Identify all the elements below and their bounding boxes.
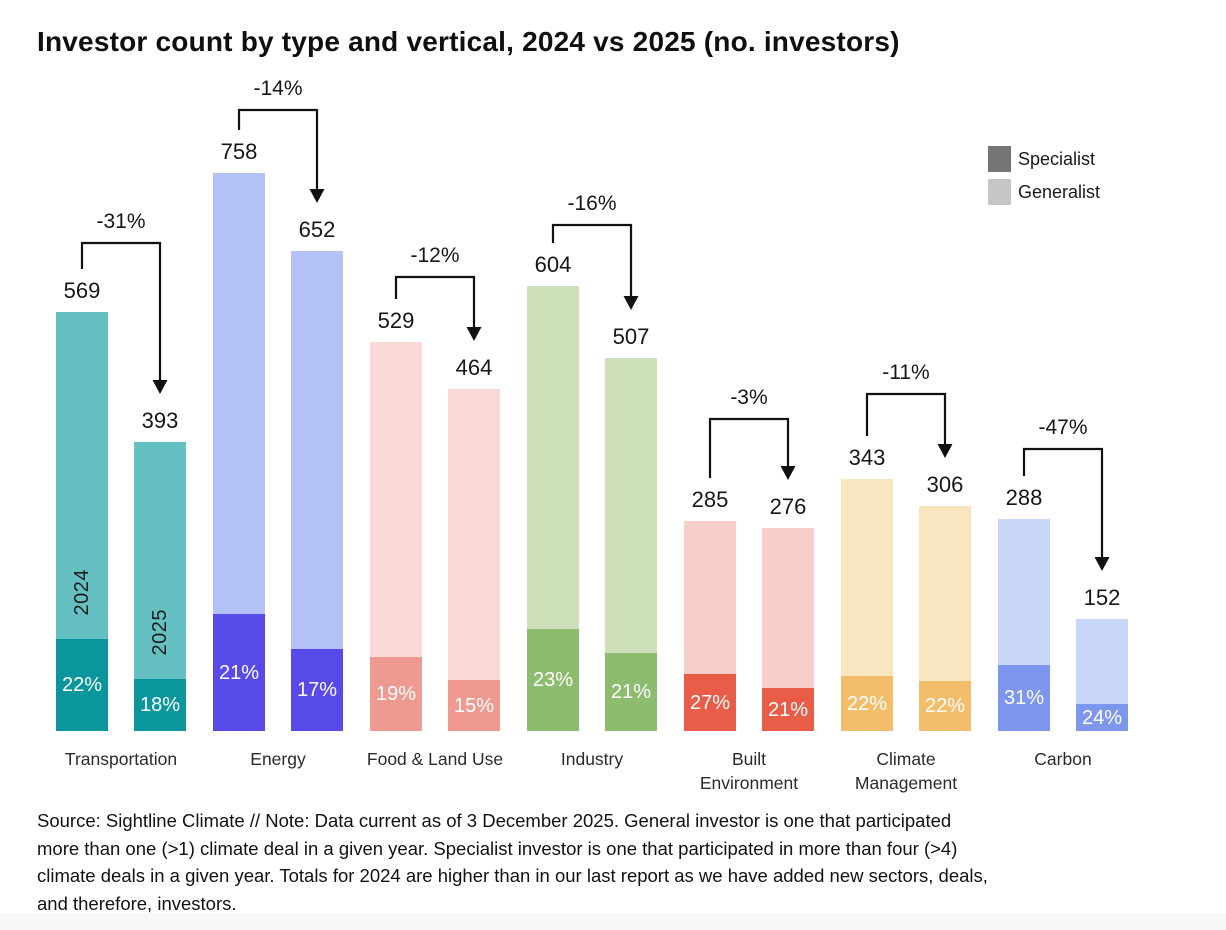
total-label-carbon-2025: 152 <box>1083 585 1121 610</box>
change-label-energy: -14% <box>253 77 303 100</box>
change-label-carbon: -47% <box>1038 416 1088 439</box>
total-label-food-land-use-2024: 529 <box>377 308 415 333</box>
bar-segment-specialist: 22% <box>841 676 893 731</box>
specialist-share-label: 22% <box>924 695 966 717</box>
bar-segment-specialist: 21% <box>605 653 657 731</box>
bar-food-land-use-2024: 19% <box>370 342 422 731</box>
source-note-line: climate deals in a given year. Totals fo… <box>37 865 988 886</box>
category-label-transportation: Transportation <box>64 749 178 769</box>
total-label-food-land-use-2025: 464 <box>455 355 493 380</box>
source-note-line: and therefore, investors. <box>37 892 237 914</box>
category-label-energy: Energy <box>250 749 306 769</box>
bar-carbon-2025: 24% <box>1076 619 1128 731</box>
legend: Specialist Generalist <box>988 146 1100 212</box>
bar-segment-specialist: 15% <box>448 680 500 731</box>
change-label-built-environment: -3% <box>730 386 768 409</box>
bar-climate-management-2024: 22% <box>841 479 893 731</box>
bar-carbon-2024: 31% <box>998 519 1050 731</box>
total-label-energy-2024: 758 <box>220 139 258 164</box>
bar-transportation-2024: 22% <box>56 312 108 731</box>
bar-industry-2024: 23% <box>527 286 579 731</box>
bar-industry-2025: 21% <box>605 358 657 731</box>
specialist-share-label: 15% <box>453 694 495 717</box>
change-arrow-head <box>309 189 325 203</box>
specialist-share-label: 17% <box>296 679 338 701</box>
total-label-transportation-2025: 393 <box>141 408 179 433</box>
category-label-carbon: Carbon <box>1034 749 1092 769</box>
bar-food-land-use-2025: 15% <box>448 389 500 731</box>
total-label-built-environment-2025: 276 <box>769 494 807 519</box>
specialist-share-label: 23% <box>532 669 574 691</box>
bar-built-environment-2025: 21% <box>762 528 814 731</box>
legend-swatch-specialist <box>988 146 1011 172</box>
total-label-industry-2025: 507 <box>612 324 650 349</box>
change-arrow-head <box>1094 557 1110 571</box>
total-label-energy-2025: 652 <box>298 217 336 242</box>
bar-transportation-2025: 18% <box>134 442 186 731</box>
specialist-share-label: 21% <box>610 681 652 703</box>
legend-label-specialist: Specialist <box>1018 148 1096 169</box>
bar-segment-specialist: 22% <box>56 639 108 731</box>
specialist-share-label: 19% <box>375 683 417 705</box>
change-arrow <box>865 392 947 445</box>
specialist-share-label: 24% <box>1081 706 1123 729</box>
change-arrow-head <box>466 327 482 341</box>
specialist-share-label: 31% <box>1003 687 1045 709</box>
change-label-climate-management: -11% <box>882 361 930 384</box>
source-note: Source: Sightline Climate // Note: Data … <box>37 807 988 917</box>
bar-segment-specialist: 27% <box>684 674 736 731</box>
specialist-share-label: 27% <box>689 691 731 714</box>
category-label-industry: Industry <box>560 749 624 769</box>
change-label-food-land-use: -12% <box>410 244 460 267</box>
legend-item-specialist: Specialist <box>988 146 1100 172</box>
change-arrow-head <box>152 380 168 394</box>
bar-segment-specialist: 22% <box>919 681 971 731</box>
total-label-built-environment-2024: 285 <box>691 487 729 512</box>
bar-segment-specialist: 21% <box>762 688 814 731</box>
legend-swatch-generalist <box>988 179 1011 205</box>
bar-built-environment-2024: 27% <box>684 521 736 731</box>
footer-strip <box>0 913 1226 930</box>
specialist-share-label: 18% <box>139 694 181 716</box>
bar-segment-specialist: 31% <box>998 665 1050 731</box>
specialist-share-label: 22% <box>846 692 888 715</box>
specialist-share-label: 21% <box>767 698 809 721</box>
legend-label-generalist: Generalist <box>1018 181 1101 202</box>
change-arrow-head <box>623 296 639 310</box>
change-arrow <box>708 417 790 478</box>
bar-climate-management-2025: 22% <box>919 506 971 731</box>
bar-segment-specialist: 21% <box>213 614 265 731</box>
source-note-line: Source: Sightline Climate // Note: Data … <box>37 810 952 831</box>
bar-segment-specialist: 19% <box>370 657 422 731</box>
bar-segment-specialist: 24% <box>1076 704 1128 731</box>
source-note-line: more than one (>1) climate deal in a giv… <box>37 837 958 859</box>
change-arrow-head <box>780 466 796 480</box>
category-label-built-environment: Built Environment <box>699 749 799 793</box>
total-label-carbon-2024: 288 <box>1005 485 1043 510</box>
bar-energy-2024: 21% <box>213 173 265 731</box>
legend-item-generalist: Generalist <box>988 179 1100 205</box>
total-label-climate-management-2025: 306 <box>926 472 964 497</box>
chart-title: Investor count by type and vertical, 202… <box>37 26 900 57</box>
bar-segment-specialist: 18% <box>134 679 186 731</box>
change-label-industry: -16% <box>567 192 617 215</box>
change-arrow-head <box>937 444 953 458</box>
category-label-climate-management: Climate Management <box>854 749 958 793</box>
bar-segment-specialist: 17% <box>291 649 343 731</box>
specialist-share-label: 22% <box>61 674 103 696</box>
total-label-transportation-2024: 569 <box>63 278 101 303</box>
bar-segment-specialist: 23% <box>527 629 579 731</box>
category-label-food-land-use: Food & Land Use <box>366 749 504 769</box>
specialist-share-label: 21% <box>218 661 260 684</box>
total-label-climate-management-2024: 343 <box>848 445 886 470</box>
total-label-industry-2024: 604 <box>534 252 572 277</box>
change-label-transportation: -31% <box>96 210 146 233</box>
bar-energy-2025: 17% <box>291 251 343 731</box>
